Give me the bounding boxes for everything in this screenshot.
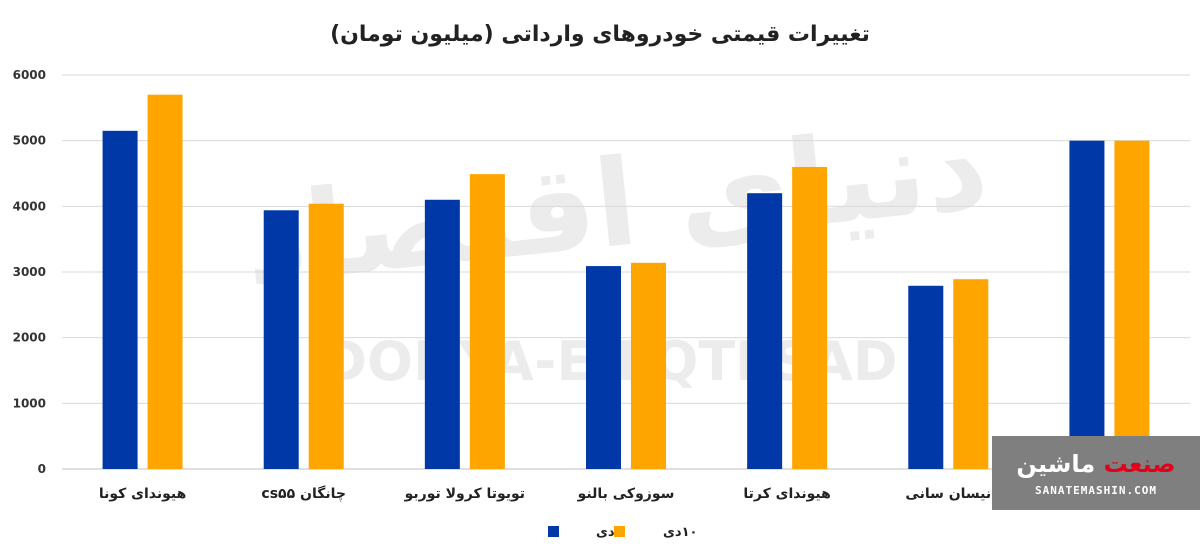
x-tick-label: هیوندای کرتا — [743, 486, 830, 502]
y-tick-label: 2000 — [13, 331, 46, 345]
site-logo: صنعت ماشین SANATEMASHIN.COM — [992, 436, 1200, 510]
logo-name-part2: ماشین — [1016, 450, 1096, 478]
bar — [469, 174, 505, 469]
y-axis-ticks: 0 1000 2000 3000 4000 5000 6000 — [13, 68, 46, 476]
bar — [1069, 140, 1105, 469]
bar — [631, 262, 666, 469]
y-tick-label: 6000 — [13, 68, 46, 82]
legend-swatch — [614, 526, 625, 537]
bars — [102, 94, 1150, 470]
legend: ۳دی۱۰دی — [548, 525, 697, 540]
y-tick-label: 1000 — [13, 396, 46, 410]
bar — [102, 130, 138, 470]
y-tick-label: 5000 — [13, 134, 46, 148]
bar — [1114, 140, 1150, 469]
bar — [308, 203, 344, 469]
bar — [953, 279, 989, 469]
bar — [263, 210, 299, 470]
legend-label: ۱۰دی — [663, 525, 697, 540]
bar — [908, 285, 944, 469]
x-tick-label: چانگان cs۵۵ — [261, 485, 346, 502]
x-axis-labels: هیوندای کونا چانگان cs۵۵ تویوتا کرولا تورب… — [99, 485, 1138, 502]
bar — [792, 166, 828, 469]
logo-site-url: SANATEMASHIN.COM — [1035, 484, 1157, 497]
bar — [147, 94, 183, 469]
y-tick-label: 3000 — [13, 265, 46, 279]
y-tick-label: 4000 — [13, 199, 46, 213]
x-tick-label: هیوندای کونا — [99, 486, 186, 502]
logo-name: صنعت ماشین — [992, 450, 1200, 478]
chart-title: تغییرات قیمتی خودروهای وارداتی (میلیون ت… — [330, 22, 870, 47]
bar — [424, 199, 460, 469]
y-tick-label: 0 — [38, 462, 46, 476]
x-tick-label: تویوتا کرولا توربو — [404, 486, 525, 502]
x-tick-label: نیسان سانی — [905, 486, 991, 502]
bar — [747, 193, 783, 469]
x-tick-label: سوزوکی بالنو — [577, 486, 675, 502]
legend-swatch — [548, 526, 559, 537]
logo-name-part1: صنعت — [1103, 450, 1176, 478]
bar — [586, 266, 621, 469]
